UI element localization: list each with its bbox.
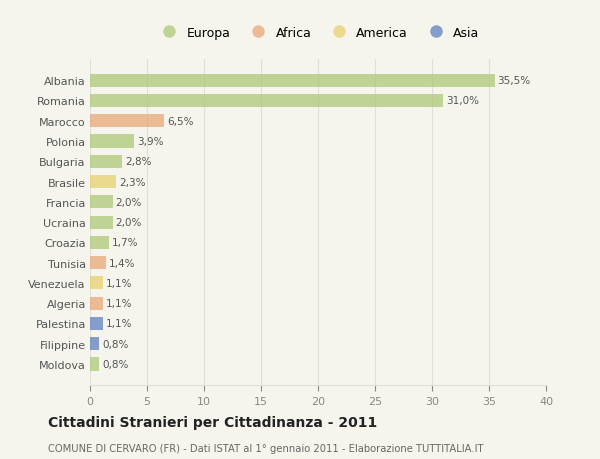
Text: 1,7%: 1,7%	[112, 238, 139, 248]
Text: 2,8%: 2,8%	[125, 157, 151, 167]
Bar	[90, 236, 109, 249]
Text: 31,0%: 31,0%	[446, 96, 479, 106]
Bar	[90, 317, 103, 330]
Bar	[90, 297, 103, 310]
Bar	[90, 115, 164, 128]
Bar	[90, 135, 134, 148]
Bar	[90, 176, 116, 189]
Bar	[90, 358, 99, 371]
Text: 2,3%: 2,3%	[119, 177, 146, 187]
Text: 3,9%: 3,9%	[137, 137, 164, 147]
Text: Cittadini Stranieri per Cittadinanza - 2011: Cittadini Stranieri per Cittadinanza - 2…	[48, 415, 377, 429]
Text: 1,1%: 1,1%	[106, 319, 132, 329]
Text: 1,1%: 1,1%	[106, 278, 132, 288]
Text: 6,5%: 6,5%	[167, 117, 193, 127]
Text: 35,5%: 35,5%	[497, 76, 530, 86]
Bar	[90, 95, 443, 108]
Text: 0,8%: 0,8%	[102, 339, 128, 349]
Bar	[90, 337, 99, 351]
Bar	[90, 277, 103, 290]
Text: 1,4%: 1,4%	[109, 258, 136, 268]
Text: COMUNE DI CERVARO (FR) - Dati ISTAT al 1° gennaio 2011 - Elaborazione TUTTITALIA: COMUNE DI CERVARO (FR) - Dati ISTAT al 1…	[48, 443, 484, 453]
Text: 0,8%: 0,8%	[102, 359, 128, 369]
Bar	[90, 257, 106, 269]
Bar	[90, 74, 494, 88]
Text: 2,0%: 2,0%	[116, 218, 142, 228]
Text: 2,0%: 2,0%	[116, 197, 142, 207]
Legend: Europa, Africa, America, Asia: Europa, Africa, America, Asia	[157, 27, 479, 40]
Bar	[90, 156, 122, 168]
Text: 1,1%: 1,1%	[106, 298, 132, 308]
Bar	[90, 216, 113, 229]
Bar	[90, 196, 113, 209]
